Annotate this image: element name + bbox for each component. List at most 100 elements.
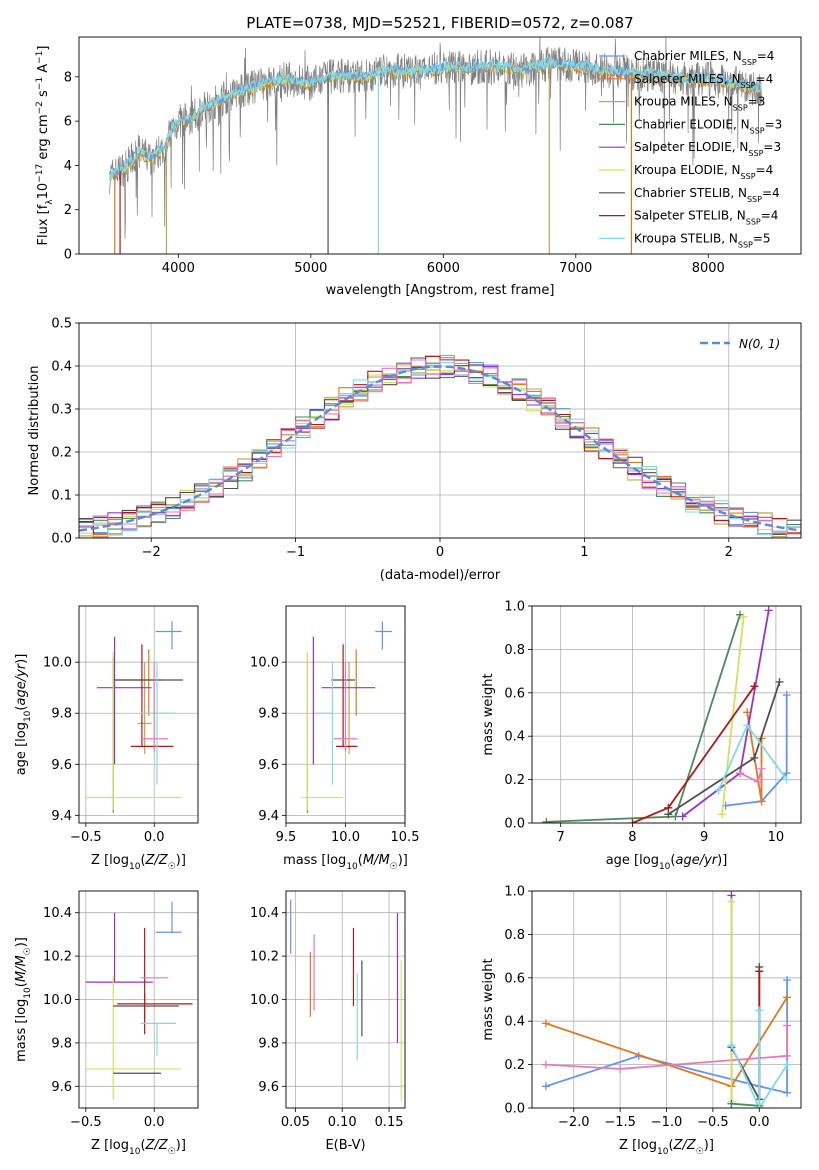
gaussian-curve: [79, 365, 801, 532]
label-part: )]: [398, 853, 408, 868]
label-part: Z [log: [619, 1138, 657, 1153]
label-part: (: [14, 982, 29, 987]
weight_vs_age-axes: 7 8 9 10 0.0 0.2 0.4 0.6 0.8 1.0: [504, 600, 801, 845]
x-tick-label: 0.0: [144, 830, 165, 845]
x-axis-label: age [log10(age/yr)]: [606, 853, 728, 872]
weight_vs_age-frame: [531, 605, 802, 824]
x-tick-label: −0.5: [697, 1115, 729, 1130]
y-tick-label: 9.8: [258, 1036, 279, 1051]
label-part: age/yr: [675, 853, 718, 868]
legend-label-text: Chabrier MILES, N: [634, 49, 742, 63]
label-part: A: [36, 64, 51, 77]
y-tick-label: 10.0: [43, 993, 72, 1008]
residuals-plot-area: [79, 354, 801, 538]
legend-label-sub: SSP: [746, 217, 761, 226]
weight_vs_Z-plot-area: [541, 891, 792, 1108]
y-tick-label: 9.4: [51, 809, 72, 824]
x-tick-label: 9.5: [276, 830, 297, 845]
x-tick-label: 6000: [427, 261, 460, 276]
weight-line: [546, 614, 741, 823]
x-tick-label: 7: [557, 830, 565, 845]
weight-marker: [727, 897, 736, 906]
y-tick-label: 0.3: [51, 403, 72, 418]
y-tick-label: 0.1: [51, 489, 72, 504]
mass_vs_Z-frame: [78, 890, 199, 1109]
x-tick-label: 9: [700, 830, 708, 845]
y-tick-label: 9.6: [51, 1080, 72, 1095]
spectrum-axes: 4000 5000 6000 7000 8000 0 2 4 6 8: [64, 70, 725, 276]
weight-marker: [757, 797, 766, 806]
legend-label: Chabrier MILES, NSSP=4: [634, 49, 774, 67]
label-part: age/yr: [14, 662, 29, 705]
y-tick-label: 10.0: [43, 656, 72, 671]
y-tick-label: 4: [64, 159, 72, 174]
age_vs_Z-axes: −0.5 0.0 9.4 9.6 9.8 10.0: [43, 606, 198, 845]
legend-label: Chabrier ELODIE, NSSP=3: [634, 117, 782, 135]
weight-line: [545, 1025, 788, 1070]
weight_vs_Z-axes: −2.0 −1.5 −1.0 −0.5 0.0 0.0 0.2 0.4 0.6 0.8 1.0: [504, 885, 801, 1130]
x-tick-label: 0.10: [328, 1115, 357, 1130]
weight-marker: [783, 1051, 792, 1060]
legend-label-suffix: =4: [762, 186, 780, 200]
label-part: Z/Z: [673, 1138, 697, 1153]
legend-label: Kroupa MILES, NSSP=3: [634, 95, 765, 113]
x-tick-label: 7000: [559, 261, 592, 276]
y-tick-label: 0: [64, 248, 72, 263]
weight-marker: [628, 819, 637, 823]
legend-label-text: Salpeter ELODIE, N: [634, 140, 748, 154]
weight-marker: [764, 606, 773, 615]
y-tick-label: 10.2: [43, 950, 72, 965]
weight-marker: [718, 810, 727, 819]
label-part: −17: [35, 164, 45, 183]
legend-label: N(0, 1): [739, 337, 780, 351]
y-tick-label: 0.2: [504, 1058, 525, 1073]
y-axis-label: age [log10(age/yr)]: [14, 654, 33, 776]
x-tick-label: −1: [286, 545, 305, 560]
legend-label-sub: SSP: [741, 172, 756, 181]
x-tick-label: 0: [436, 545, 444, 560]
label-part: −1: [35, 51, 45, 64]
weight-marker: [755, 1006, 764, 1015]
y-tick-label: 8: [64, 70, 72, 85]
x-tick-label: −1.5: [604, 1115, 636, 1130]
y-tick-label: 0.4: [504, 730, 525, 745]
legend-label: Chabrier STELIB, NSSP=4: [634, 186, 780, 204]
legend-label-sub: SSP: [750, 126, 765, 135]
y-tick-label: 0.0: [51, 532, 72, 547]
y-tick-label: 9.6: [258, 758, 279, 773]
legend-label: Salpeter ELODIE, NSSP=3: [634, 140, 781, 158]
weight-marker: [782, 775, 791, 784]
label-part: age [log: [14, 722, 29, 775]
legend-label: Kroupa ELODIE, NSSP=4: [634, 163, 773, 181]
weight-marker: [736, 769, 745, 778]
residual-histogram: [79, 357, 801, 535]
x-tick-label: 8: [628, 830, 636, 845]
legend-label-suffix: =3: [748, 95, 766, 109]
legend-label: Kroupa STELIB, NSSP=5: [634, 231, 771, 249]
age_vs_mass-plot-area: [301, 621, 392, 813]
weight-marker: [714, 786, 723, 795]
weight-marker: [782, 690, 791, 699]
y-tick-label: 9.8: [51, 707, 72, 722]
y-axis-label: Normed distribution: [27, 366, 42, 496]
age_vs_mass-axes: 9.5 10.0 10.5 9.4 9.6 9.8 10.0: [250, 606, 419, 845]
legend-label-sub: SSP: [742, 58, 757, 67]
label-part: ☉: [696, 1147, 704, 1157]
y-axis-label: mass weight: [481, 673, 496, 755]
mass_vs_Z-axes: −0.5 0.0 9.6 9.8 10.0 10.2 10.4: [43, 891, 198, 1130]
label-part: )]: [704, 1138, 714, 1153]
x-axis-label: Z [log10(Z/Z☉)]: [619, 1138, 714, 1157]
legend-label-text: Kroupa STELIB, N: [634, 231, 738, 245]
legend-label-sub: SSP: [741, 80, 756, 89]
x-axis-label: Z [log10(Z/Z☉)]: [91, 853, 186, 872]
label-part: s: [36, 90, 51, 101]
label-part: M/M: [14, 955, 29, 982]
label-part: (: [670, 853, 675, 868]
label-part: Flux [f: [36, 204, 51, 245]
y-tick-label: 10.0: [250, 656, 279, 671]
label-part: )]: [717, 853, 727, 868]
y-tick-label: 10.0: [250, 993, 279, 1008]
legend-label-suffix: =3: [765, 117, 783, 131]
